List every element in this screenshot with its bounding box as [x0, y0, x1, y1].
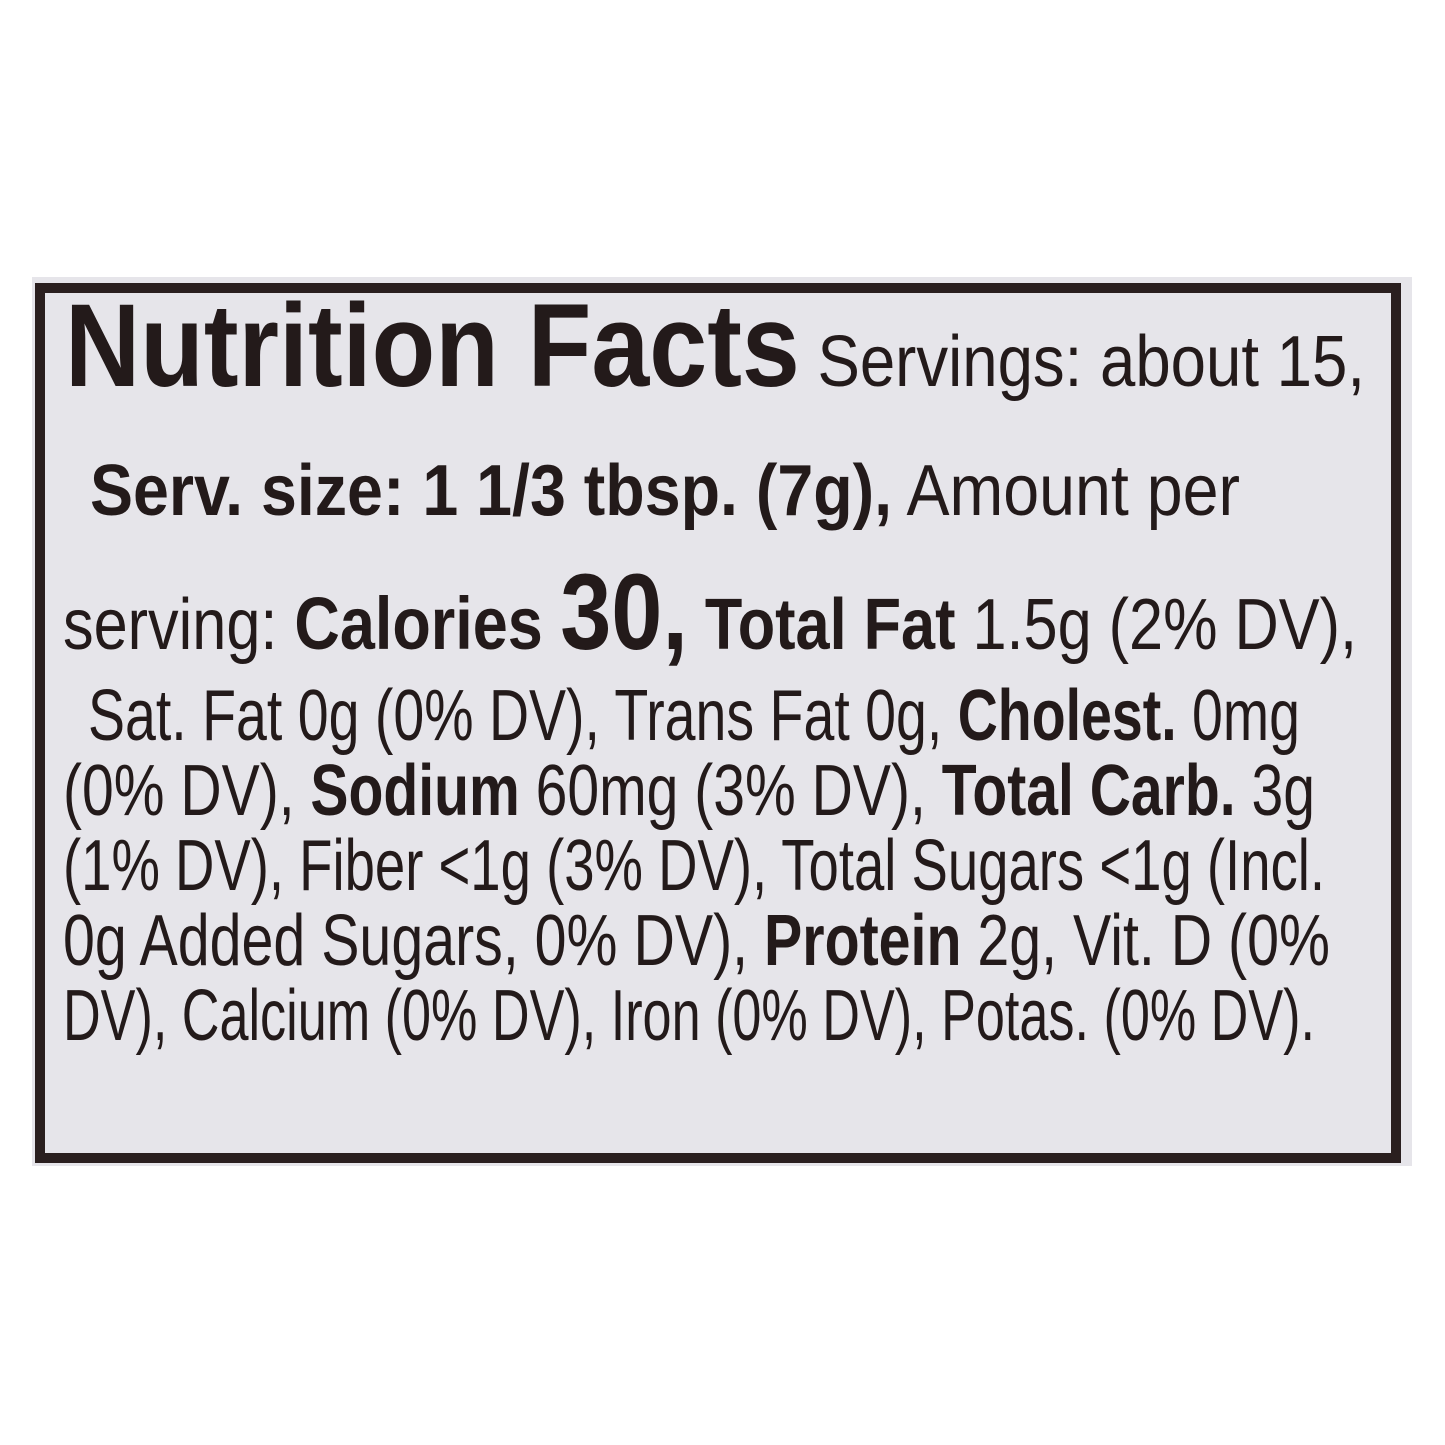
text: 2g, Vit. D (0% — [961, 901, 1330, 982]
bold-text: Serv. size: 1 1/3 tbsp. (7g), — [90, 451, 893, 532]
text: 60mg (3% DV), — [519, 751, 942, 832]
text: serving: — [63, 584, 295, 665]
label-line: 0g Added Sugars, 0% DV), Protein 2g, Vit… — [63, 905, 1330, 977]
nutrition-facts-border — [35, 283, 1401, 1163]
bold-text: Cholest. — [957, 676, 1177, 757]
text: (0% DV), — [63, 751, 311, 832]
bold-text: Protein — [764, 901, 962, 982]
text: Sat. Fat 0g (0% DV), Trans Fat 0g, — [88, 676, 958, 757]
bold-text: Sodium — [310, 751, 520, 832]
label-line: Nutrition Facts Servings: about 15, — [65, 287, 1365, 405]
label-line: Sat. Fat 0g (0% DV), Trans Fat 0g, Chole… — [88, 680, 1300, 752]
text: DV), Calcium (0% DV), Iron (0% DV), Pota… — [63, 976, 1315, 1057]
bold-text: Nutrition Facts — [65, 279, 800, 412]
bold-text: Total Fat — [687, 584, 956, 665]
label-line: serving: Calories 30, Total Fat 1.5g (2%… — [63, 557, 1357, 666]
label-line: (1% DV), Fiber <1g (3% DV), Total Sugars… — [63, 830, 1325, 902]
text: 3g — [1235, 751, 1315, 832]
text: (1% DV), Fiber <1g (3% DV), Total Sugars… — [63, 826, 1325, 907]
text: Amount per — [892, 451, 1240, 532]
text: 0mg — [1176, 676, 1300, 757]
text: 1.5g (2% DV), — [955, 584, 1357, 665]
text: Servings: about 15, — [799, 321, 1365, 402]
bold-text: Total Carb. — [941, 751, 1236, 832]
label-line: Serv. size: 1 1/3 tbsp. (7g), Amount per — [90, 455, 1240, 527]
bold-text: 30, — [560, 550, 688, 672]
label-background — [32, 277, 1412, 1166]
label-line: (0% DV), Sodium 60mg (3% DV), Total Carb… — [63, 755, 1315, 827]
text: 0g Added Sugars, 0% DV), — [63, 901, 765, 982]
label-line: DV), Calcium (0% DV), Iron (0% DV), Pota… — [63, 980, 1315, 1052]
bold-text: Calories — [294, 581, 561, 665]
